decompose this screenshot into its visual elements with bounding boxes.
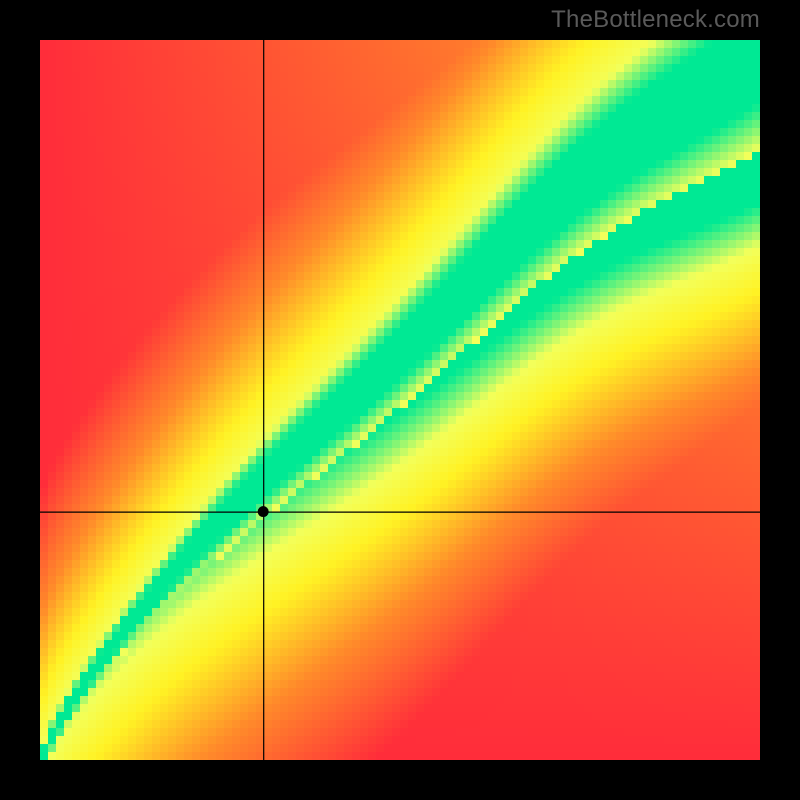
watermark-text: TheBottleneck.com — [551, 6, 760, 34]
chart-frame: TheBottleneck.com — [0, 0, 800, 800]
bottleneck-heatmap — [40, 40, 760, 760]
